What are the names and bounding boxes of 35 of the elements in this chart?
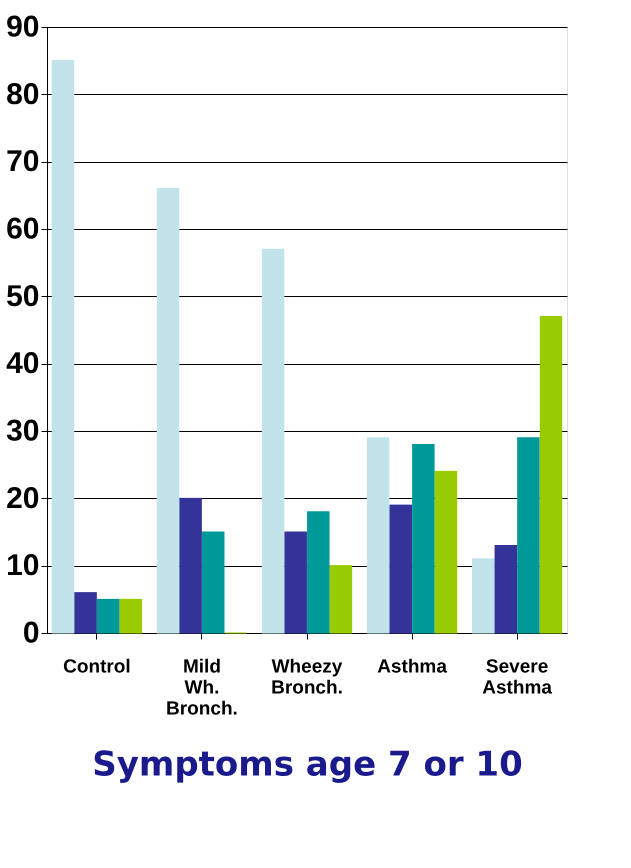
- bar: [179, 498, 202, 634]
- y-tick-label: 40: [6, 347, 40, 380]
- bar: [284, 532, 307, 634]
- y-tick-label: 60: [6, 212, 40, 246]
- y-tick-label: 50: [6, 280, 40, 313]
- y-tick-label: 20: [6, 482, 40, 515]
- bar: [390, 504, 412, 634]
- y-tick-label: 30: [6, 414, 40, 448]
- bar: [74, 592, 97, 634]
- bar: [472, 558, 494, 634]
- bar: [366, 437, 390, 634]
- bar: [330, 565, 352, 634]
- x-tick-label: Mild Wh. Bronch.: [166, 656, 238, 720]
- bar: [202, 532, 224, 634]
- x-axis-title: Symptoms age 7 or 10: [92, 744, 523, 784]
- x-tick-label: Wheezy Bronch.: [271, 656, 343, 698]
- y-tick-label: 80: [6, 78, 40, 111]
- y-tick-label: 10: [6, 549, 40, 582]
- bar: [52, 60, 74, 634]
- bar: [412, 444, 435, 634]
- bar: [307, 511, 330, 634]
- bar: [494, 544, 518, 634]
- bar: [517, 437, 540, 634]
- bar: [120, 598, 142, 634]
- y-tick-label: 0: [22, 616, 40, 650]
- y-tick-label: 70: [6, 145, 40, 178]
- x-tick-label: Severe Asthma: [482, 656, 552, 698]
- bar: [96, 598, 120, 634]
- y-tick-label: 90: [6, 10, 40, 44]
- x-tick-label: Asthma: [377, 656, 448, 678]
- bar: [156, 188, 180, 634]
- x-tick-label: Control: [63, 656, 131, 678]
- bar: [262, 248, 284, 634]
- bar: [434, 470, 458, 634]
- bar: [540, 316, 562, 634]
